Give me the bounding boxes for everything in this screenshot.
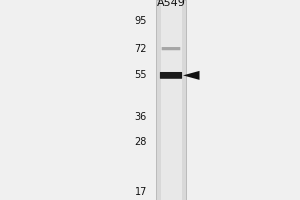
Text: 17: 17: [135, 187, 147, 197]
Text: 36: 36: [135, 112, 147, 122]
FancyBboxPatch shape: [160, 72, 182, 79]
Bar: [160, 0, 182, 200]
Text: A549: A549: [157, 0, 185, 8]
Polygon shape: [183, 71, 200, 80]
Text: 55: 55: [134, 70, 147, 80]
Text: 95: 95: [135, 16, 147, 26]
Bar: [156, 0, 186, 200]
FancyBboxPatch shape: [162, 47, 180, 50]
Text: 28: 28: [135, 137, 147, 147]
Text: 72: 72: [134, 44, 147, 54]
